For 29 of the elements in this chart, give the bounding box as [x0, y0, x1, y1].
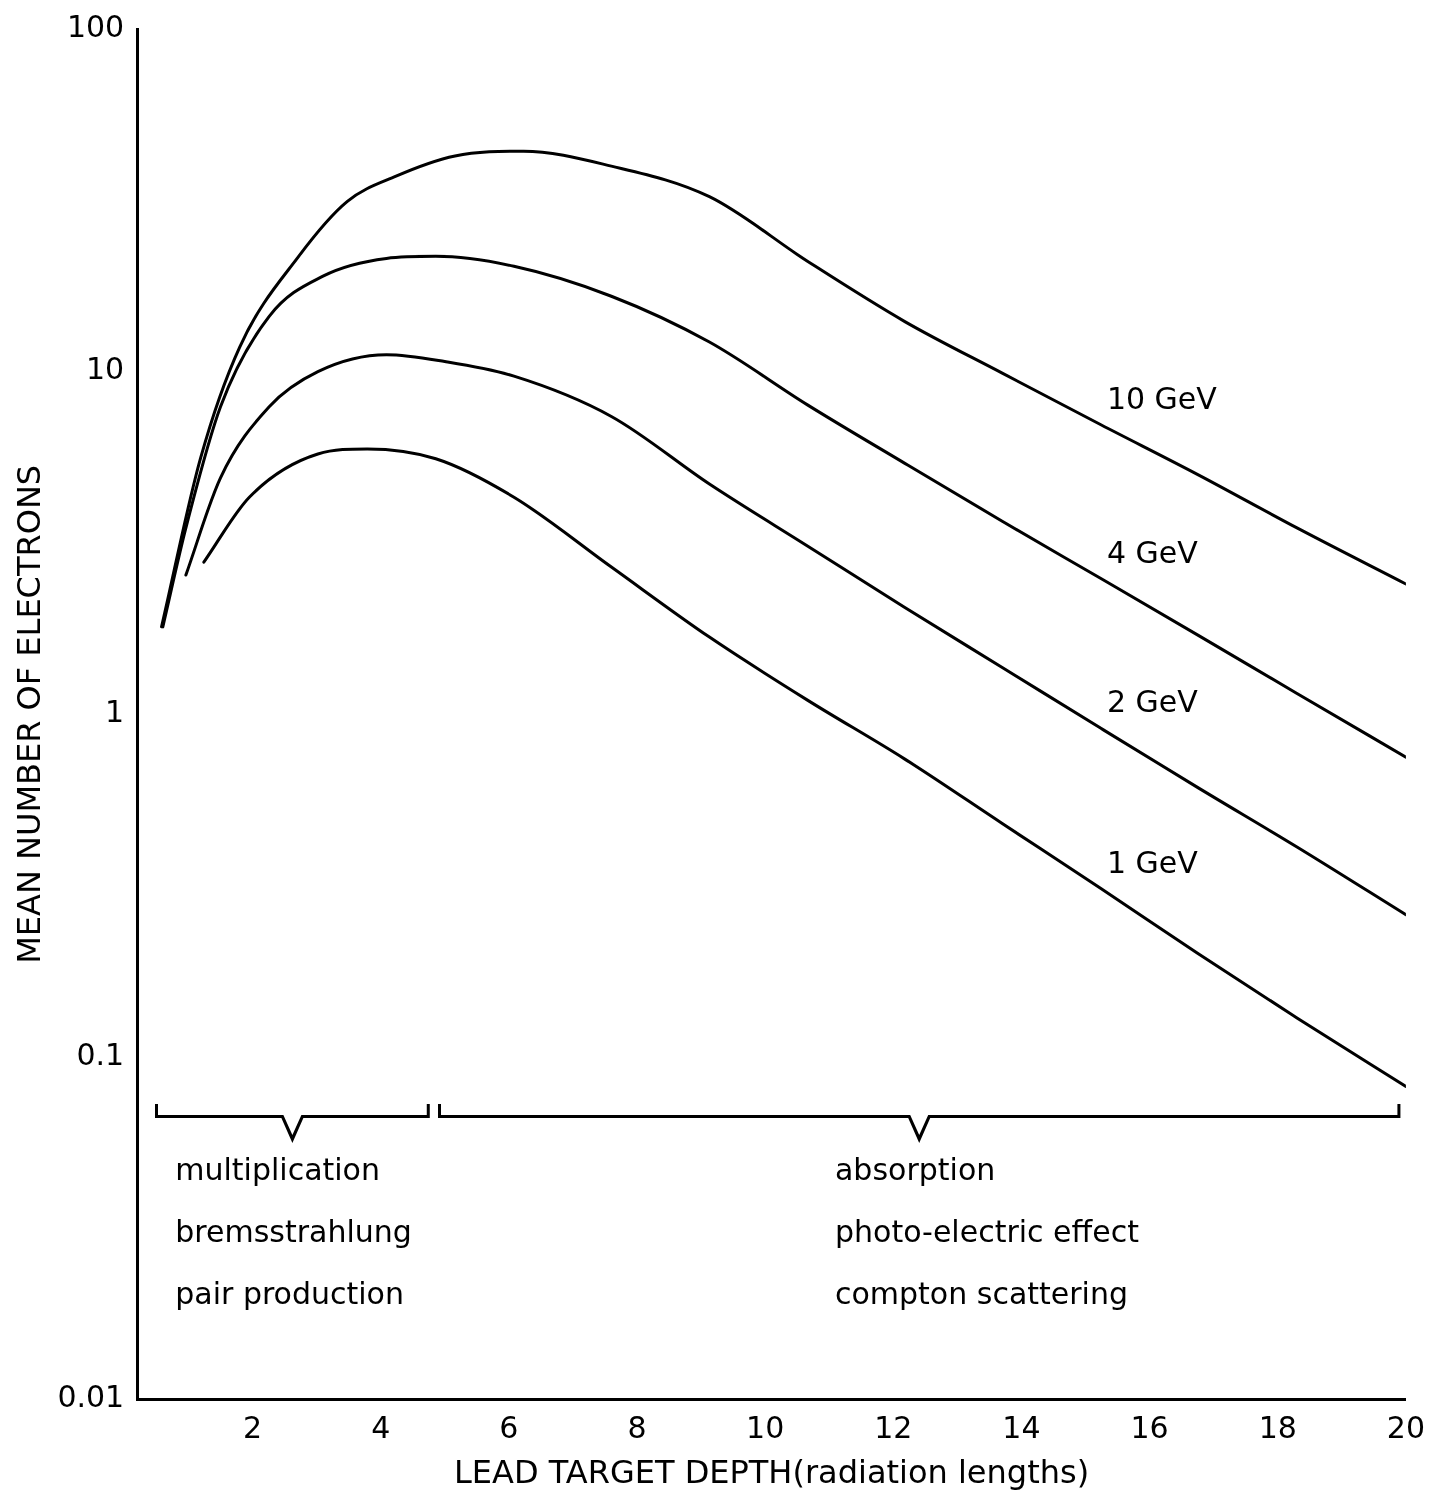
- y-tick-label: 1: [105, 694, 125, 730]
- series-label: 1 GeV: [1106, 844, 1199, 880]
- x-tick-label: 8: [627, 1410, 647, 1446]
- y-tick-label: 100: [66, 8, 125, 44]
- x-tick-label: 12: [874, 1410, 913, 1446]
- x-tick-label: 2: [242, 1410, 263, 1446]
- annotation: multiplication: [175, 1152, 380, 1188]
- annotation: bremsstrahlung: [175, 1214, 412, 1250]
- y-tick-label: 0.01: [57, 1379, 125, 1415]
- x-tick-label: 6: [499, 1410, 519, 1446]
- y-tick-label: 0.1: [76, 1036, 125, 1072]
- annotation: compton scattering: [834, 1276, 1128, 1312]
- annotation: pair production: [175, 1276, 404, 1312]
- series-label: 10 GeV: [1106, 380, 1218, 416]
- y-axis-title: MEAN NUMBER OF ELECTRONS: [9, 464, 48, 964]
- x-tick-label: 18: [1258, 1410, 1297, 1446]
- annotation: absorption: [834, 1152, 996, 1188]
- line-series: [202, 447, 1406, 1088]
- x-tick-label: 16: [1130, 1410, 1169, 1446]
- x-tick-label: 14: [1002, 1410, 1041, 1446]
- line-series: [184, 353, 1406, 917]
- annotation: photo-electric effect: [834, 1214, 1140, 1250]
- y-tick-label: 10: [86, 351, 125, 387]
- series-label: 4 GeV: [1106, 534, 1199, 570]
- x-tick-label: 20: [1386, 1410, 1426, 1446]
- x-tick-label: 4: [371, 1410, 391, 1446]
- x-tick-label: 10: [746, 1410, 785, 1446]
- series-label: 2 GeV: [1106, 684, 1199, 720]
- x-axis-title: LEAD TARGET DEPTH(radiation lengths): [453, 1453, 1090, 1492]
